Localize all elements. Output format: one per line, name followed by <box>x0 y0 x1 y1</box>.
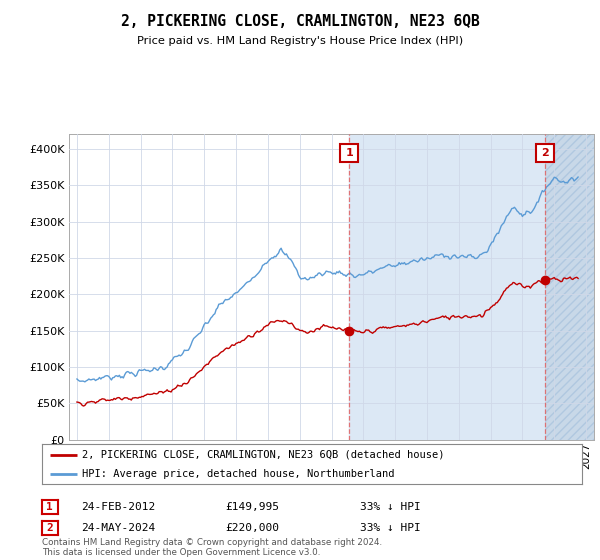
Text: 2: 2 <box>541 148 549 158</box>
Text: HPI: Average price, detached house, Northumberland: HPI: Average price, detached house, Nort… <box>83 469 395 479</box>
Text: 33% ↓ HPI: 33% ↓ HPI <box>360 502 421 512</box>
Text: Contains HM Land Registry data © Crown copyright and database right 2024.
This d: Contains HM Land Registry data © Crown c… <box>42 538 382 557</box>
Text: 24-FEB-2012: 24-FEB-2012 <box>81 502 155 512</box>
Text: 2, PICKERING CLOSE, CRAMLINGTON, NE23 6QB: 2, PICKERING CLOSE, CRAMLINGTON, NE23 6Q… <box>121 14 479 29</box>
Text: £149,995: £149,995 <box>225 502 279 512</box>
Text: 2: 2 <box>46 523 53 533</box>
Text: 1: 1 <box>346 148 353 158</box>
Text: 24-MAY-2024: 24-MAY-2024 <box>81 523 155 533</box>
Text: 2, PICKERING CLOSE, CRAMLINGTON, NE23 6QB (detached house): 2, PICKERING CLOSE, CRAMLINGTON, NE23 6Q… <box>83 450 445 460</box>
Text: Price paid vs. HM Land Registry's House Price Index (HPI): Price paid vs. HM Land Registry's House … <box>137 36 463 46</box>
Bar <box>349 134 545 440</box>
Text: 33% ↓ HPI: 33% ↓ HPI <box>360 523 421 533</box>
Text: 1: 1 <box>46 502 53 512</box>
Bar <box>545 134 594 440</box>
Text: £220,000: £220,000 <box>225 523 279 533</box>
